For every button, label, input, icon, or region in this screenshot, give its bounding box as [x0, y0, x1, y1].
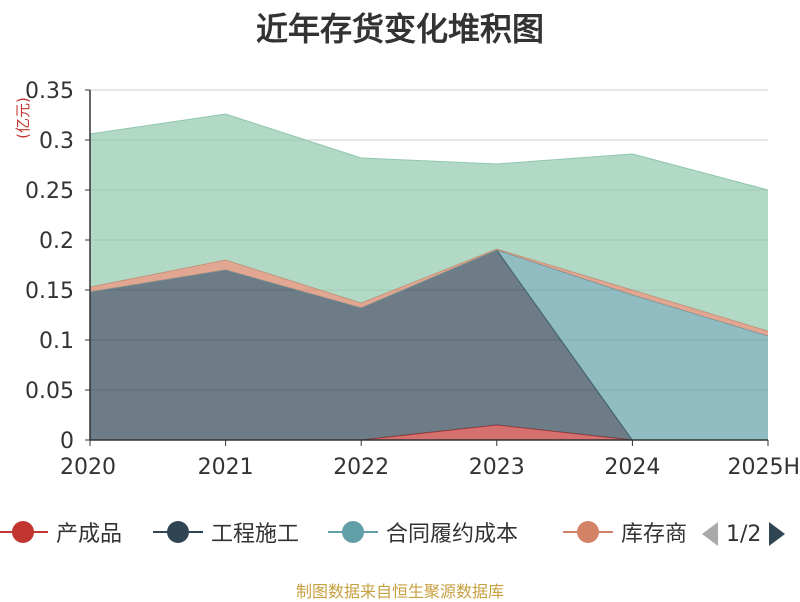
axes [85, 89, 769, 446]
line-原材料 [89, 113, 769, 191]
legend: 产成品工程施工合同履约成本库存商品原材料 1/2 [0, 514, 800, 554]
legend-item[interactable]: 产成品 [0, 514, 122, 550]
chart-title: 近年存货变化堆积图 [255, 10, 544, 48]
x-tick-labels: 2020 2021 2022 2023 2024 2025H [60, 455, 800, 480]
y-tick-labels: 0 0.05 0.1 0.15 0.2 0.25 0.3 0.35 [25, 79, 74, 454]
triangle-left-icon[interactable] [700, 520, 720, 548]
stacked-areas [89, 113, 769, 441]
y-tick-label: 0.15 [25, 279, 74, 304]
x-tick-label: 2023 [469, 455, 525, 480]
x-tick-label: 2021 [198, 455, 254, 480]
x-tick-label: 2024 [604, 455, 660, 480]
legend-marker-icon [328, 521, 378, 543]
legend-label: 产成品 [56, 522, 123, 547]
triangle-right-icon[interactable] [767, 520, 787, 548]
legend-item[interactable]: 合同履约成本 [328, 514, 518, 550]
x-tick-label: 2020 [60, 455, 116, 480]
x-tick-label: 2022 [333, 455, 389, 480]
area-合同履约成本 [90, 250, 768, 440]
legend-pager: 1/2 [700, 518, 787, 550]
y-tick-label: 0 [60, 429, 74, 454]
legend-marker-icon [0, 521, 48, 543]
legend-page-indicator: 1/2 [726, 521, 762, 547]
legend-item[interactable]: 工程施工 [153, 514, 299, 550]
x-tick-label: 2025H [727, 455, 800, 480]
y-tick-label: 0.25 [25, 179, 74, 204]
legend-items: 产成品工程施工合同履约成本库存商品原材料 [0, 514, 688, 554]
legend-marker-icon [153, 521, 203, 543]
y-tick-label: 0.1 [39, 329, 74, 354]
data-source-note: 制图数据来自恒生聚源数据库 [295, 582, 504, 601]
legend-marker-icon [563, 521, 613, 543]
legend-label: 工程施工 [211, 522, 300, 547]
legend-item[interactable]: 库存商品 [563, 514, 688, 550]
legend-label: 库存商品 [621, 522, 688, 547]
legend-label: 合同履约成本 [386, 522, 519, 547]
y-tick-label: 0.3 [39, 129, 74, 154]
area-原材料 [90, 114, 768, 331]
y-tick-label: 0.35 [25, 79, 74, 104]
y-axis-label: (亿元) [14, 97, 32, 139]
y-tick-label: 0.05 [25, 379, 74, 404]
y-tick-label: 0.2 [39, 229, 74, 254]
